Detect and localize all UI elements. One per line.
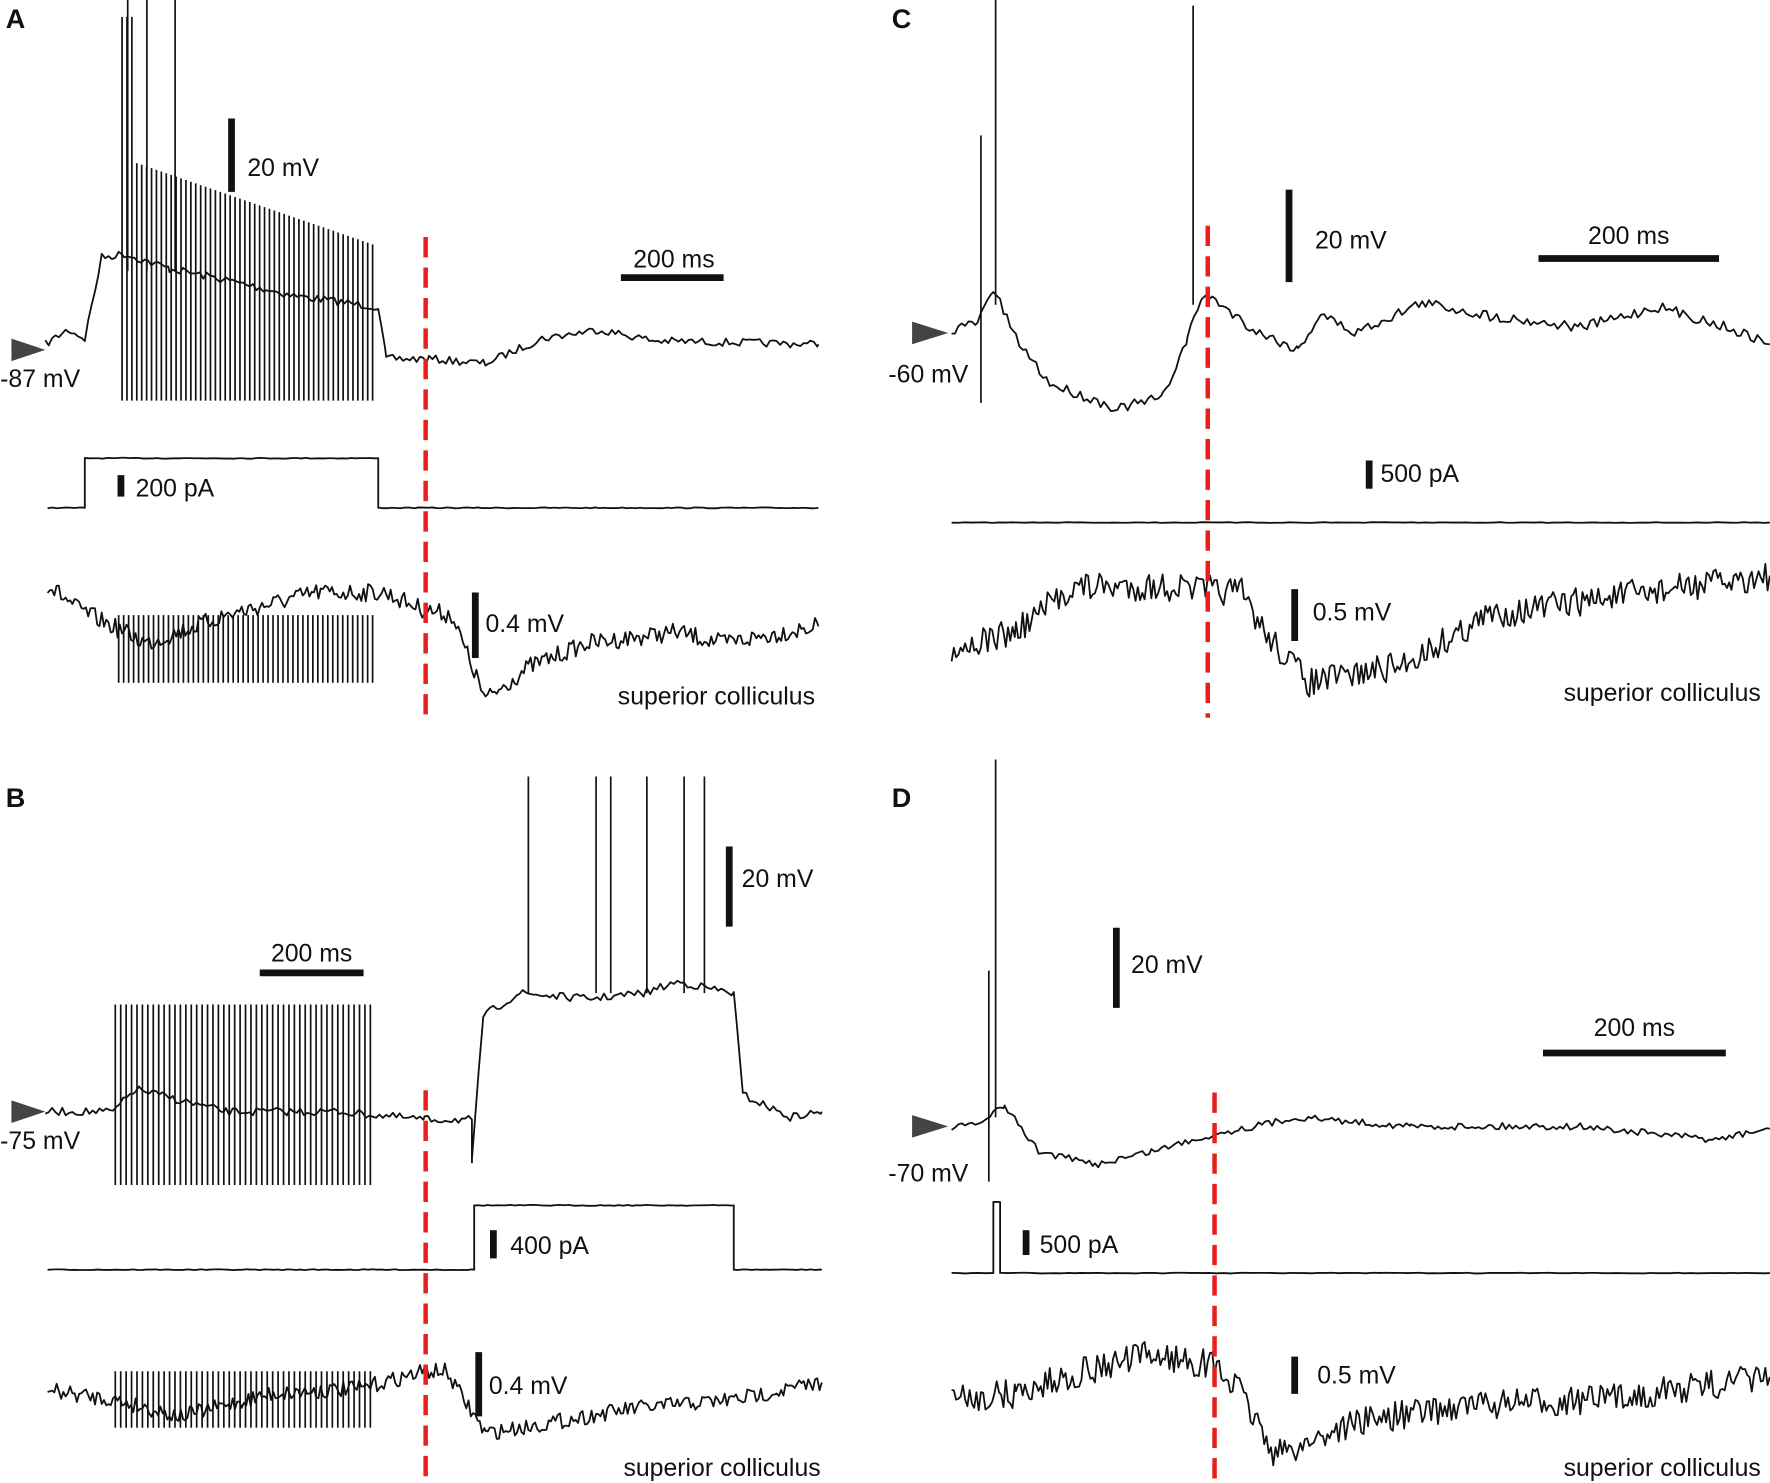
traces [44,0,1770,1467]
panel-label: C [892,3,912,34]
current-scale: 200 pA [136,476,215,503]
resting-potential: -70 mV [888,1161,968,1188]
trace [951,1104,1770,1169]
field-scale: 0.4 mV [489,1373,568,1400]
region-label: superior colliculus [618,683,815,710]
field-scale: 0.5 mV [1313,600,1392,627]
voltage-scale: 20 mV [247,155,319,182]
trace [47,1204,822,1272]
trace [47,1362,823,1440]
voltage-scale: 20 mV [1315,227,1387,254]
panel-label: A [6,3,26,34]
arrow [912,1115,949,1138]
voltage-scale: 20 mV [1131,952,1203,979]
arrow [11,338,46,362]
time-scale: 200 ms [271,941,352,968]
resting-potential: -87 mV [0,366,80,393]
trace [47,456,819,510]
time-scale: 200 ms [1594,1015,1675,1042]
region-label: superior colliculus [1564,1455,1761,1482]
arrow [912,321,949,345]
current-scale: 400 pA [510,1233,589,1260]
current-scale: 500 pA [1380,461,1459,488]
arrow [11,1100,46,1123]
trace [951,521,1770,524]
trace [951,291,1770,412]
panel-label: B [6,782,26,813]
trace [951,1200,1770,1275]
panel-label: D [892,782,912,813]
time-scale: 200 ms [1588,223,1669,250]
current-scale: 500 pA [1040,1232,1119,1259]
trace [44,250,820,367]
trace [46,583,820,698]
trace [951,1341,1770,1467]
time-scale: 200 ms [633,246,714,273]
voltage-scale: 20 mV [742,866,814,893]
resting-potential: -75 mV [0,1128,80,1155]
trace [44,979,823,1164]
region-label: superior colliculus [1564,680,1761,707]
region-label: superior colliculus [623,1455,820,1482]
field-scale: 0.5 mV [1317,1363,1396,1390]
resting-potential: -60 mV [888,362,968,389]
field-scale: 0.4 mV [485,611,564,638]
trace [950,562,1770,698]
